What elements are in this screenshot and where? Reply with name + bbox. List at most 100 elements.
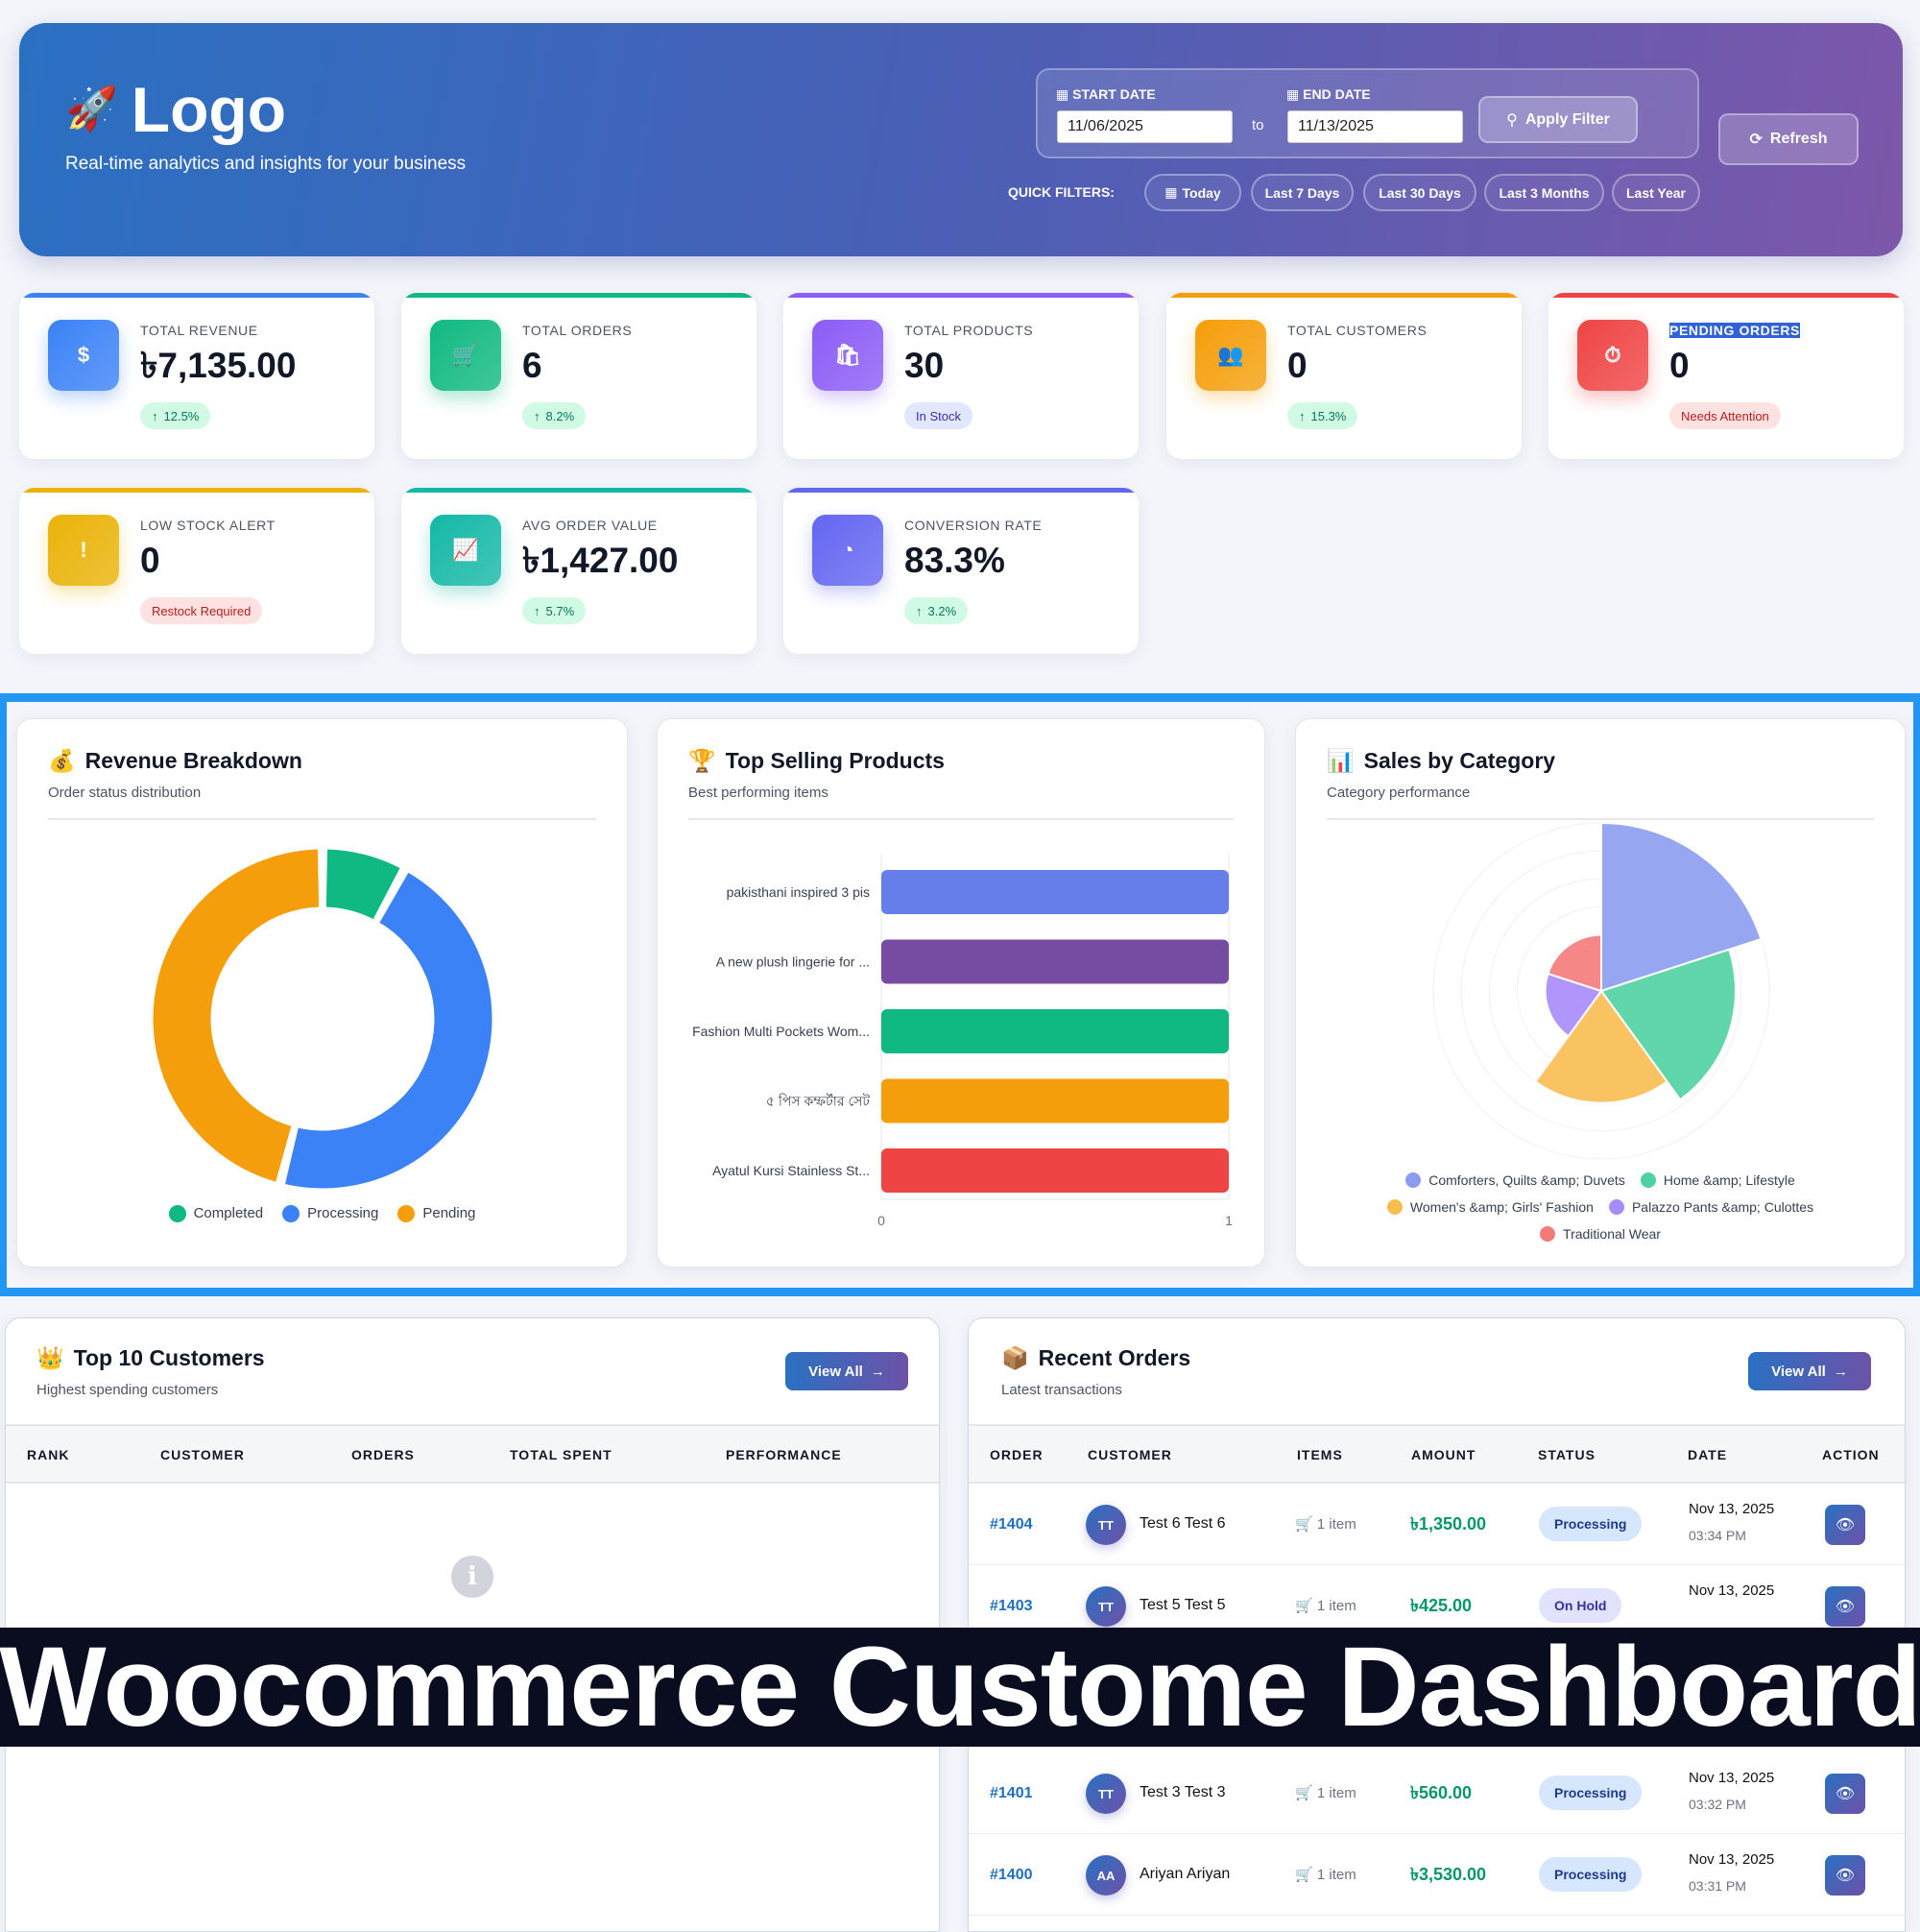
- legend-swatch: [282, 1205, 300, 1222]
- polar-slice[interactable]: [1544, 972, 1603, 1038]
- legend-item[interactable]: Comforters, Quilts &amp; Duvets: [1405, 1171, 1625, 1190]
- accent-bar: [401, 293, 756, 298]
- quick-filter-last-3-months[interactable]: Last 3 Months: [1484, 174, 1604, 211]
- start-date-input[interactable]: [1057, 110, 1233, 143]
- stat-label: CONVERSION RATE: [904, 518, 1043, 533]
- quick-filter-today[interactable]: ▦ Today: [1144, 174, 1241, 211]
- divider: [1327, 818, 1874, 820]
- quick-filter-last-30-days[interactable]: Last 30 Days: [1363, 174, 1476, 211]
- column-customer: CUSTOMER: [1088, 1447, 1172, 1462]
- stat-badge: In Stock: [904, 402, 972, 429]
- stat-card-avg-order-value: 📈 AVG ORDER VALUE ৳1,427.00 ↑ 5.7%: [401, 488, 756, 654]
- legend-swatch: [1405, 1172, 1422, 1188]
- column-amount: AMOUNT: [1411, 1447, 1476, 1462]
- avatar: AA: [1086, 1855, 1126, 1896]
- start-date-label: ▦ START DATE: [1056, 86, 1156, 102]
- quick-filter-last-7-days[interactable]: Last 7 Days: [1251, 174, 1354, 211]
- items-count: 🛒 1 item: [1295, 1785, 1356, 1801]
- arrow-right-icon: →: [1833, 1363, 1848, 1380]
- end-date-input[interactable]: [1287, 110, 1463, 143]
- arrow-up-icon: ↑: [534, 408, 540, 423]
- eye-icon: 👁: [1835, 1786, 1856, 1802]
- polar-slice[interactable]: [1534, 989, 1668, 1104]
- view-order-button[interactable]: 👁: [1825, 1505, 1865, 1545]
- legend-item[interactable]: Completed: [168, 1204, 263, 1223]
- view-order-button[interactable]: 👁: [1825, 1774, 1865, 1814]
- donut-slice-pending[interactable]: [150, 846, 323, 1186]
- table-row: #1400 AA Ariyan Ariyan 🛒 1 item ৳3,530.0…: [969, 1834, 1905, 1916]
- recent-orders-title: 📦 Recent Orders: [1001, 1345, 1191, 1370]
- view-order-button[interactable]: 👁: [1825, 1855, 1865, 1896]
- stat-label: TOTAL CUSTOMERS: [1287, 323, 1428, 338]
- stat-card-total-products: 🛍 TOTAL PRODUCTS 30 In Stock: [783, 293, 1139, 459]
- order-id-link[interactable]: #1404: [990, 1516, 1033, 1533]
- chart-icon: 📊: [1327, 748, 1355, 773]
- sales-category-subtitle: Category performance: [1327, 785, 1471, 801]
- order-id-link[interactable]: #1401: [990, 1785, 1033, 1801]
- accent-bar: [19, 293, 374, 298]
- x-tick-label: 1: [1225, 1213, 1233, 1228]
- legend-item[interactable]: Pending: [397, 1204, 475, 1223]
- items-count: 🛒 1 item: [1295, 1867, 1356, 1883]
- view-order-button[interactable]: 👁: [1825, 1586, 1865, 1627]
- column-action: ACTION: [1822, 1447, 1880, 1462]
- legend-item[interactable]: Traditional Wear: [1540, 1224, 1661, 1244]
- logo: 🚀 Logo: [65, 75, 286, 144]
- arrow-up-icon: ↑: [534, 603, 540, 618]
- rocket-icon: 🚀: [65, 85, 118, 133]
- order-id-link[interactable]: #1400: [990, 1867, 1033, 1883]
- apply-filter-button[interactable]: ⚲ Apply Filter: [1478, 96, 1638, 143]
- cart-icon: 🛒: [1295, 1867, 1317, 1883]
- divider: [688, 818, 1234, 820]
- bar[interactable]: [881, 939, 1229, 984]
- order-id-link[interactable]: #1403: [990, 1598, 1033, 1614]
- stat-card-total-customers: 👥 TOTAL CUSTOMERS 0 ↑ 15.3%: [1166, 293, 1522, 459]
- bar-label: Ayatul Kursi Stainless St...: [712, 1163, 870, 1178]
- column-orders: ORDERS: [351, 1447, 415, 1462]
- users-icon: 👥: [1195, 320, 1266, 391]
- status-badge: On Hold: [1539, 1588, 1622, 1623]
- table-row: #1403 TT Test 5 Test 5 🛒 1 item ৳425.00 …: [969, 1565, 1905, 1647]
- legend-item[interactable]: Processing: [282, 1204, 378, 1223]
- polar-slice[interactable]: [1600, 821, 1763, 993]
- to-label: to: [1252, 117, 1264, 133]
- logo-text: Logo: [131, 74, 287, 145]
- stat-card-pending-orders: ⏱ PENDING ORDERS 0 Needs Attention: [1548, 293, 1904, 459]
- polar-slice[interactable]: [1547, 933, 1602, 993]
- stat-card-conversion-rate: ◔ CONVERSION RATE 83.3% ↑ 3.2%: [783, 488, 1139, 654]
- orders-table-header: ORDER CUSTOMER ITEMS AMOUNT STATUS DATE …: [969, 1424, 1905, 1484]
- bar[interactable]: [881, 1078, 1229, 1123]
- polar-slice[interactable]: [1599, 948, 1737, 1101]
- arrow-up-icon: ↑: [152, 408, 158, 423]
- legend-item[interactable]: Palazzo Pants &amp; Culottes: [1608, 1197, 1813, 1217]
- order-time: 03:32 PM: [1689, 1797, 1746, 1812]
- refresh-button[interactable]: ⟳ Refresh: [1718, 113, 1859, 165]
- bar-label: Fashion Multi Pockets Wom...: [692, 1024, 870, 1039]
- bar[interactable]: [881, 1009, 1229, 1053]
- chart-line-icon: 📈: [430, 515, 501, 586]
- money-bag-icon: 💰: [48, 748, 76, 773]
- polar-legend: Comforters, Quilts &amp; Duvets Home &amp…: [1325, 1171, 1876, 1244]
- stat-card-low-stock-alert: ! LOW STOCK ALERT 0 Restock Required: [19, 488, 374, 654]
- column-order: ORDER: [990, 1447, 1044, 1462]
- customers-view-all-button[interactable]: View All →: [785, 1352, 908, 1390]
- column-items: ITEMS: [1297, 1447, 1343, 1462]
- arrow-up-icon: ↑: [1299, 408, 1306, 423]
- legend-item[interactable]: Women's &amp; Girls' Fashion: [1386, 1197, 1594, 1217]
- donut-slice-completed[interactable]: [323, 846, 404, 924]
- orders-view-all-button[interactable]: View All →: [1748, 1352, 1871, 1390]
- quick-filter-last-year[interactable]: Last Year: [1612, 174, 1700, 211]
- recent-orders-subtitle: Latest transactions: [1001, 1382, 1122, 1398]
- donut-slice-processing[interactable]: [281, 868, 495, 1192]
- cart-icon: 🛒: [1295, 1598, 1317, 1614]
- column-customer: CUSTOMER: [160, 1447, 245, 1462]
- stat-label: TOTAL REVENUE: [140, 323, 258, 338]
- bar[interactable]: [881, 1148, 1229, 1193]
- legend-item[interactable]: Home &amp; Lifestyle: [1640, 1171, 1795, 1190]
- bar[interactable]: [881, 870, 1229, 914]
- order-date: Nov 13, 2025: [1689, 1501, 1775, 1517]
- order-amount: ৳1,350.00: [1410, 1514, 1487, 1534]
- donut-legend: Completed Processing Pending: [17, 1204, 627, 1223]
- accent-bar: [19, 488, 374, 493]
- order-date: Nov 13, 2025: [1689, 1851, 1775, 1868]
